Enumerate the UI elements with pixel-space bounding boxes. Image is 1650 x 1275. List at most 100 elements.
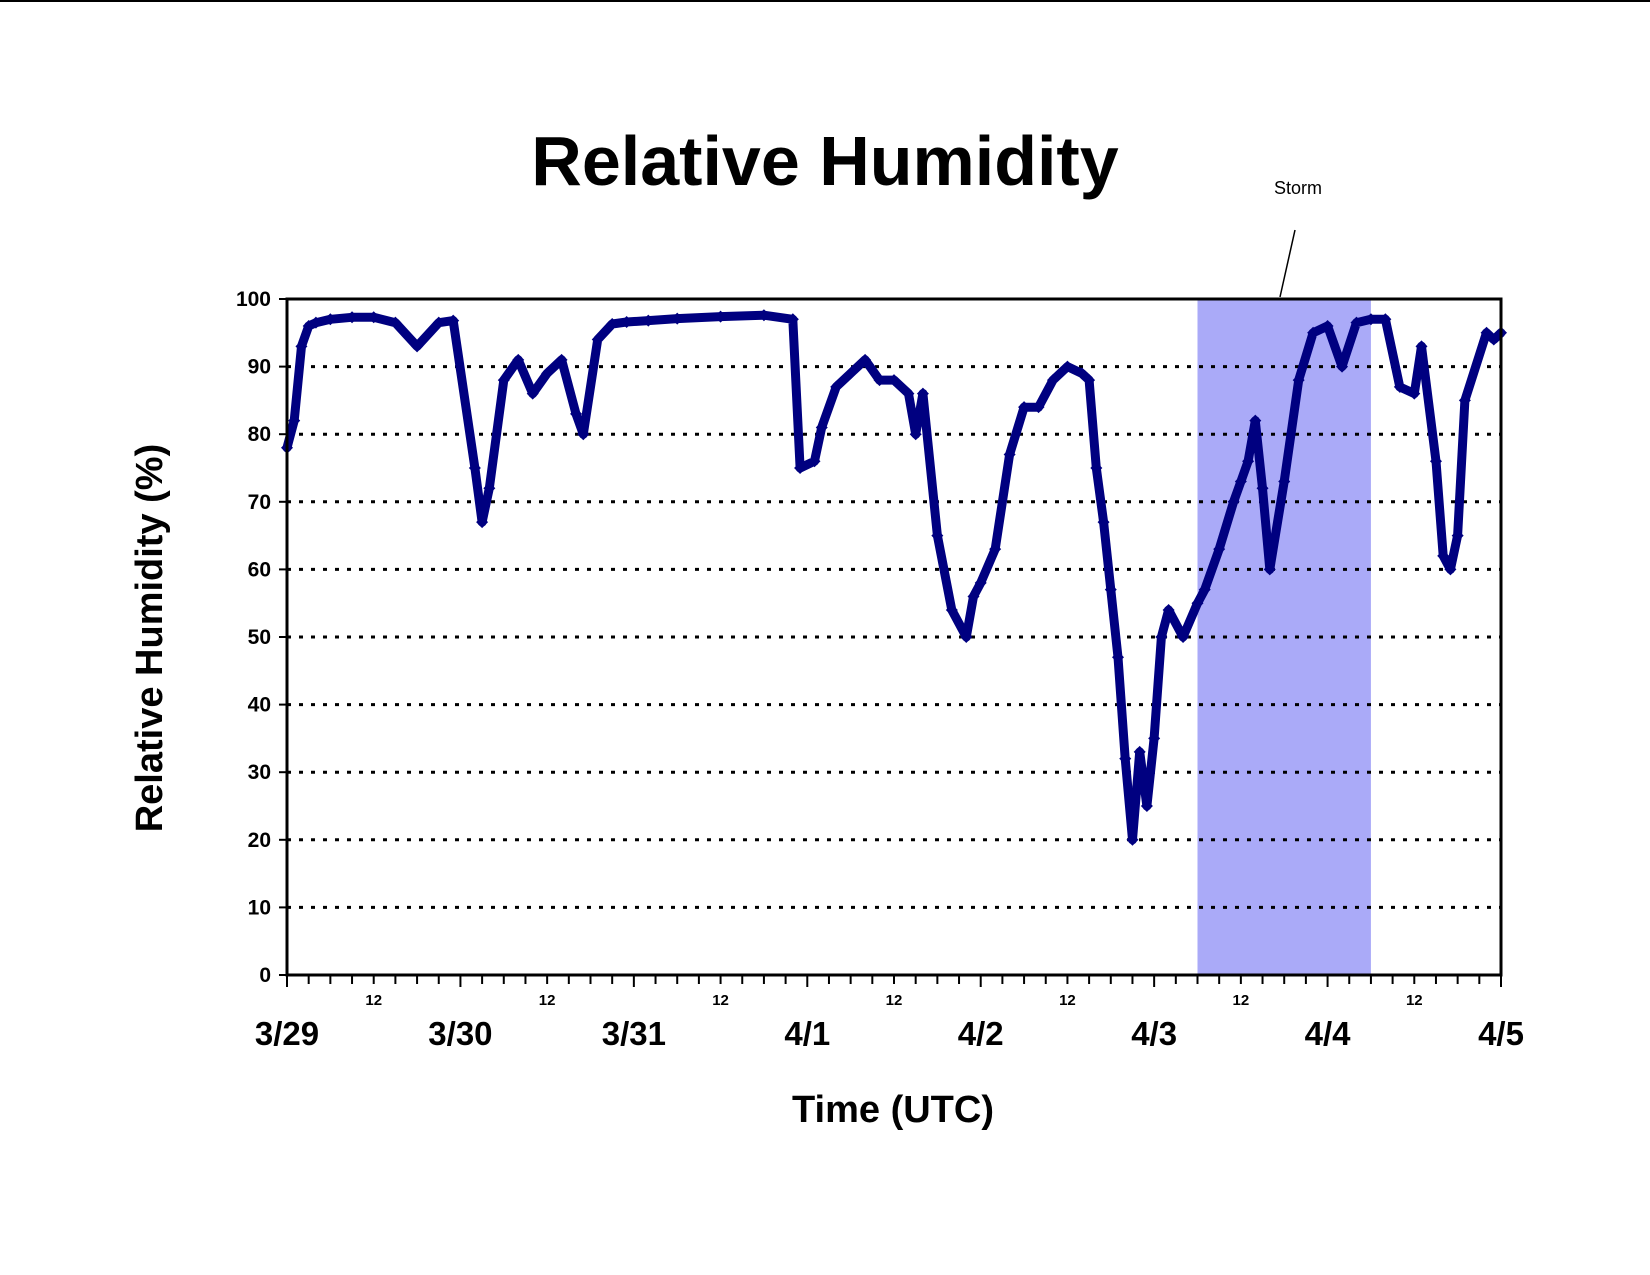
data-point — [620, 315, 633, 328]
data-point — [844, 367, 857, 380]
data-point — [1090, 462, 1103, 474]
data-point — [815, 421, 828, 434]
data-point — [1249, 414, 1262, 427]
data-point — [1133, 745, 1146, 758]
data-point — [1292, 374, 1305, 387]
data-point — [1046, 374, 1059, 387]
data-point — [1234, 475, 1247, 488]
x-major-tick-label: 3/29 — [255, 1015, 319, 1052]
y-tick-label: 100 — [236, 288, 271, 311]
x-minor-tick-label: 12 — [539, 992, 556, 1009]
data-point — [888, 374, 900, 387]
data-point — [476, 516, 489, 529]
data-point — [577, 428, 590, 441]
data-point — [1307, 326, 1320, 339]
data-point — [1083, 374, 1096, 387]
data-point — [1119, 752, 1132, 765]
data-point — [288, 414, 301, 427]
data-point — [1097, 516, 1110, 529]
data-point — [1112, 651, 1125, 664]
data-point — [1155, 631, 1168, 643]
x-minor-tick-label: 12 — [886, 992, 903, 1009]
data-point — [931, 529, 944, 542]
data-point — [1364, 313, 1377, 326]
data-point — [642, 314, 655, 327]
x-major-tick-label: 4/4 — [1305, 1015, 1352, 1052]
data-point — [1140, 800, 1153, 812]
x-major-tick-label: 4/2 — [958, 1015, 1004, 1052]
x-minor-tick-label: 12 — [1059, 992, 1076, 1009]
data-point — [411, 340, 424, 353]
y-tick-label: 80 — [248, 423, 271, 446]
data-point — [1018, 401, 1031, 414]
data-point — [830, 380, 843, 393]
data-point — [432, 316, 445, 329]
data-point — [483, 482, 496, 495]
data-point — [526, 387, 539, 400]
data-point — [1075, 367, 1088, 380]
data-point — [757, 309, 770, 322]
y-axis-label: Relative Humidity (%) — [129, 444, 171, 833]
data-point — [1487, 333, 1500, 346]
data-point — [1415, 340, 1428, 353]
data-point — [909, 428, 922, 441]
data-point — [295, 340, 308, 353]
data-point — [570, 407, 583, 420]
y-tick-label: 60 — [248, 558, 271, 581]
y-tick-label: 0 — [259, 964, 271, 987]
data-point — [916, 387, 929, 400]
chart-title: Relative Humidity — [531, 122, 1118, 200]
data-point — [1256, 482, 1269, 495]
data-point — [1104, 583, 1117, 596]
data-point — [1148, 732, 1161, 745]
data-point — [1458, 394, 1471, 407]
data-point — [497, 374, 510, 387]
data-point — [1393, 380, 1406, 393]
data-point — [1061, 360, 1074, 373]
data-point — [1278, 475, 1291, 488]
data-point — [1480, 326, 1493, 339]
data-point — [945, 603, 958, 616]
series-rh — [281, 309, 1507, 846]
data-point — [1379, 313, 1392, 326]
data-point — [468, 462, 481, 474]
x-major-tick-label: 3/31 — [602, 1015, 666, 1052]
x-major-tick-label: 3/30 — [428, 1015, 492, 1052]
data-point — [1451, 529, 1464, 542]
data-point — [974, 576, 987, 589]
x-major-tick-label: 4/1 — [784, 1015, 830, 1052]
series-line — [282, 310, 1506, 845]
data-point — [859, 353, 872, 366]
y-tick-label: 50 — [248, 626, 271, 649]
data-point — [1350, 316, 1363, 329]
data-point — [367, 311, 380, 324]
data-point — [1162, 603, 1175, 616]
data-point — [346, 311, 359, 324]
storm-annotation-label: Storm — [1274, 178, 1322, 198]
data-point — [1444, 563, 1457, 576]
data-point — [1437, 549, 1450, 562]
data-point — [512, 353, 525, 366]
data-point — [447, 314, 460, 327]
data-point — [1213, 543, 1226, 556]
data-point — [1321, 320, 1334, 333]
data-point — [873, 374, 886, 387]
data-point — [1032, 401, 1045, 414]
data-point — [1198, 583, 1211, 596]
x-minor-tick-label: 12 — [712, 992, 729, 1009]
y-tick-label: 90 — [248, 356, 271, 379]
x-major-tick-label: 4/5 — [1478, 1015, 1524, 1052]
top-border — [0, 0, 1650, 2]
x-minor-tick-label: 12 — [1233, 992, 1250, 1009]
data-point — [1177, 631, 1190, 643]
data-point — [1227, 495, 1240, 508]
data-point — [324, 313, 337, 326]
data-point — [714, 310, 727, 323]
data-point — [808, 455, 821, 468]
x-axis: 12 3/29 12 3/30 12 3/31 12 4/1 12 4/2 12 4/3 12 4/4 4/… — [255, 975, 1524, 1052]
data-point — [967, 590, 980, 603]
data-point — [555, 353, 568, 366]
data-point — [1263, 563, 1276, 576]
data-point — [960, 631, 973, 643]
y-tick-label: 30 — [248, 761, 271, 784]
